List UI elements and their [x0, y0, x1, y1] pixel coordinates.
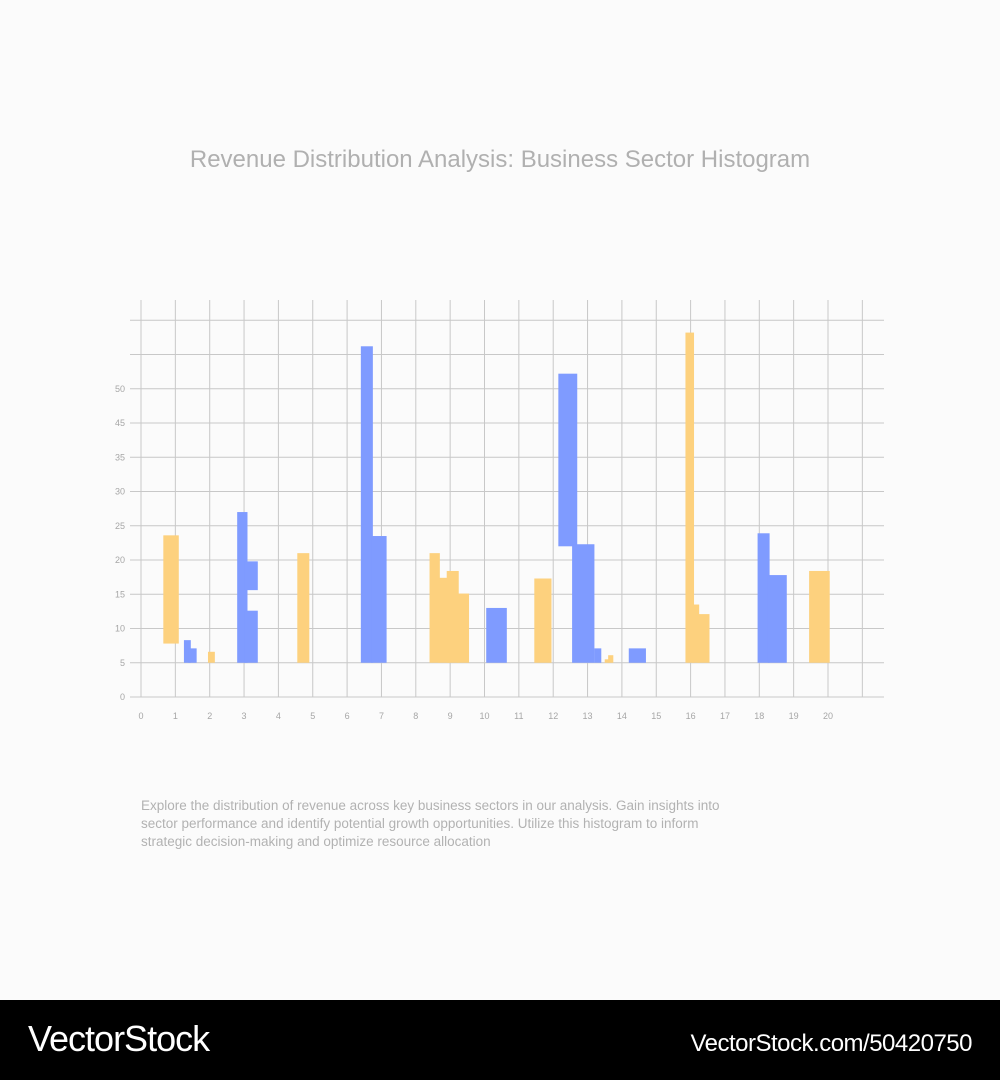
histogram-bar [188, 648, 197, 663]
histogram-bar [604, 659, 610, 663]
histogram-bar [809, 570, 830, 663]
histogram-bar [457, 593, 470, 663]
histogram-bar [628, 648, 646, 663]
histogram-bar [446, 570, 459, 663]
histogram-bar [685, 332, 695, 663]
y-tick-label: 10 [115, 624, 125, 634]
histogram-bar [558, 373, 578, 547]
histogram-bar [244, 610, 258, 663]
x-tick-label: 2 [207, 711, 212, 721]
x-tick-label: 8 [413, 711, 418, 721]
histogram-bar [183, 640, 191, 663]
x-tick-label: 17 [720, 711, 730, 721]
chart-title: Revenue Distribution Analysis: Business … [189, 146, 811, 173]
x-tick-label: 12 [548, 711, 558, 721]
histogram-bar [594, 648, 602, 663]
footer-bar: VectorStock VectorStock.com/50420750 [0, 1000, 1000, 1080]
chart-description: Explore the distribution of revenue acro… [141, 798, 720, 849]
x-tick-label: 18 [754, 711, 764, 721]
y-tick-label: 25 [115, 521, 125, 531]
y-tick-label: 20 [115, 555, 125, 565]
histogram-bar [757, 533, 770, 663]
x-tick-label: 20 [823, 711, 833, 721]
histogram-bar [237, 512, 248, 663]
y-tick-label: 50 [115, 384, 125, 394]
x-tick-label: 19 [789, 711, 799, 721]
y-tick-label: 15 [115, 589, 125, 599]
histogram-bar [697, 614, 710, 663]
x-tick-label: 10 [479, 711, 489, 721]
y-tick-label: 30 [115, 487, 125, 497]
histogram-bar [429, 553, 440, 663]
histogram-bar [207, 651, 215, 663]
x-tick-label: 9 [448, 711, 453, 721]
x-tick-label: 3 [242, 711, 247, 721]
y-tick-label: 45 [115, 418, 125, 428]
y-tick-label: 35 [115, 452, 125, 462]
x-tick-label: 6 [345, 711, 350, 721]
x-tick-label: 0 [138, 711, 143, 721]
x-tick-label: 4 [276, 711, 281, 721]
histogram-bar [371, 536, 387, 663]
histogram-bar [692, 604, 700, 663]
histogram-chart: 0 1 2 3 4 5 6 7 8 9 10 11 12 13 14 15 16 17 18 19 2005101520… [115, 300, 884, 721]
histogram-bar [297, 553, 310, 663]
y-tick-label: 0 [120, 692, 125, 702]
x-tick-label: 11 [514, 711, 523, 721]
footer-brand: VectorStock [28, 1018, 210, 1059]
x-tick-label: 14 [617, 711, 627, 721]
histogram-bar [360, 346, 373, 663]
x-tick-label: 5 [310, 711, 315, 721]
histogram-bar [767, 575, 787, 663]
footer-ref: VectorStock.com/50420750 [690, 1030, 972, 1057]
histogram-bar [534, 578, 552, 663]
histogram-bar [608, 655, 614, 663]
histogram-bar [572, 544, 595, 663]
x-tick-label: 15 [651, 711, 661, 721]
x-tick-label: 16 [686, 711, 696, 721]
x-tick-label: 7 [379, 711, 384, 721]
histogram-bar [244, 561, 258, 591]
x-tick-label: 13 [583, 711, 593, 721]
histogram-bar [486, 607, 507, 663]
x-tick-label: 1 [173, 711, 178, 721]
histogram-bar [163, 535, 179, 644]
y-tick-label: 5 [120, 658, 125, 668]
